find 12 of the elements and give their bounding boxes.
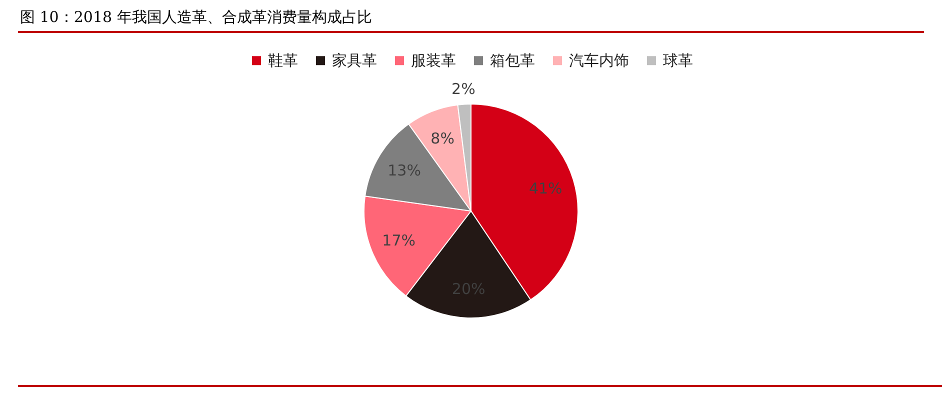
data-label: 41%: [528, 179, 562, 198]
data-label: 17%: [382, 232, 416, 250]
legend-label: 服装革: [411, 52, 456, 70]
data-label: 2%: [452, 80, 476, 98]
legend-label: 家具革: [332, 52, 377, 70]
chart-title: 图 10：2018 年我国人造革、合成革消费量构成占比: [18, 8, 924, 33]
legend-label: 箱包革: [490, 52, 535, 70]
legend-label: 汽车内饰: [569, 52, 629, 70]
legend-label: 鞋革: [268, 52, 298, 70]
legend-label: 球革: [663, 52, 693, 70]
data-label: 13%: [388, 162, 421, 180]
data-label: 8%: [430, 129, 454, 148]
